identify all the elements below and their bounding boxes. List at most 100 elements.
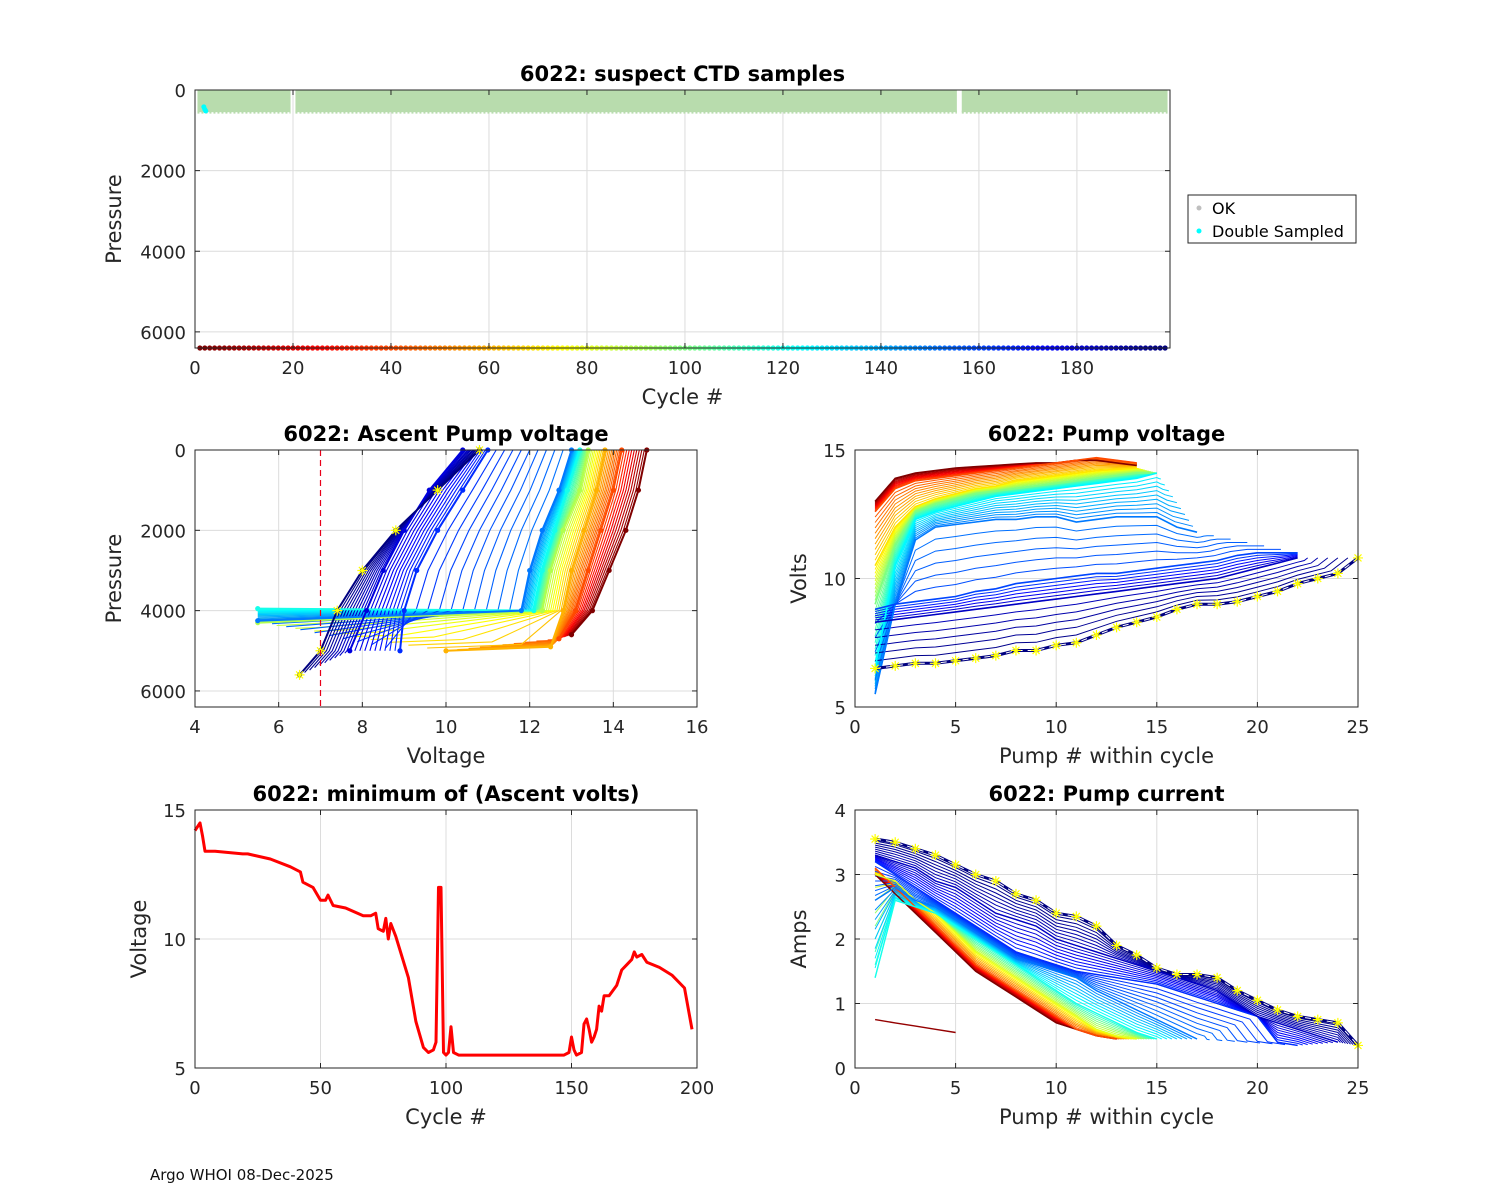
axes-frame: 0 20 40 60 80 100 120 140 160 180 0 2000 4000 6000 602… [102,62,1171,409]
x-tick-label: 0 [189,358,200,379]
pumpv-trace [874,467,1137,561]
ascent-point [594,487,600,493]
ascent-point [547,567,554,574]
ascent-point [598,527,604,533]
ascent-point [401,527,407,533]
legend-ok-label: OK [1212,199,1236,218]
pumpv-trace [874,507,1190,690]
pumpv-reference-marker [1232,596,1243,607]
pumpv-reference-marker [950,655,961,666]
y-tick-label: 2000 [140,521,186,542]
x-tick-label: 14 [602,717,625,738]
pumpc-trace [875,880,1248,1043]
plot-area [195,90,1170,348]
legend-box [1187,194,1357,244]
chart-title: 6022: Ascent Pump voltage [283,422,608,446]
pumpv-reference-marker [1091,630,1102,641]
pumpv-trace [874,490,1174,679]
chart-ascent: 4 6 8 10 12 14 16 0 2000 4000 6000 6022: Ascent Pum… [102,422,708,768]
pumpv-trace [874,494,1178,682]
legend-ok-marker [1196,205,1202,211]
plot-content [255,445,650,707]
x-tick-label: 10 [435,717,458,738]
pumpv-series-line [874,467,1137,566]
pumpc-reference-marker [970,869,981,880]
y-tick-label: 2 [835,930,846,951]
y-axis-label: Amps [787,909,811,968]
pumpc-trace [875,875,1260,1044]
pumpc-trace [874,848,1346,1044]
ascent-point [623,527,629,533]
pumpv-reference-marker [1312,573,1323,584]
pumpv-reference-marker [1051,640,1062,651]
plot-content [870,456,1363,695]
ascent-trace [408,449,603,646]
x-tick-label: 100 [429,1078,463,1099]
pumpc-trace [874,846,1349,1045]
x-tick-label: 20 [282,358,305,379]
chart-title: 6022: minimum of (Ascent volts) [252,782,639,806]
y-axis-label: Pressure [102,534,126,624]
ascent-point [414,567,420,574]
ascent-point [589,608,596,614]
pumpv-trace [874,511,1194,692]
pumpv-trace [874,463,1137,539]
ascent-point [518,608,524,614]
ascent-point [397,648,403,654]
y-tick-label: 0 [835,1059,846,1080]
x-tick-label: 16 [686,717,709,738]
chart-title: 6022: Pump voltage [988,422,1226,446]
y-tick-label: 4 [835,801,846,822]
ascent-point [539,608,545,614]
ascent-trace [351,449,598,638]
pumpc-reference-marker [930,850,941,861]
y-tick-label: 15 [163,801,186,822]
x-tick-label: 5 [950,717,961,738]
x-axis-label: Cycle # [642,385,724,409]
pumpc-series-line [874,873,1137,1040]
x-tick-label: 25 [1347,717,1370,738]
ascent-series-line [558,449,623,640]
ascent-trace [567,449,640,637]
pumpc-trace [874,852,1341,1043]
ascent-trace [561,449,628,639]
ascent-point [363,608,370,614]
pumpv-trace [875,557,1309,631]
ascent-point [380,567,386,574]
pumpv-trace [874,464,1137,545]
y-tick-label: 4000 [140,602,186,623]
pumpv-series-line [874,472,1157,605]
pumpv-reference-marker [1131,617,1142,628]
ascent-reference-marker [332,605,343,616]
pumpc-trace [874,898,1163,1040]
ascent-trace [568,449,643,636]
pumpc-reference-marker [1071,911,1082,922]
plot-content [193,821,694,1057]
pumpv-trace [874,462,1137,534]
pumpc-trace [874,885,1210,1041]
ascent-point [435,527,441,533]
chart-minvolts: 0 50 100 150 200 5 10 15 6022: minimum of (Ascen… [127,782,714,1129]
pumpv-trace [874,466,1137,556]
ascent-point [539,567,545,574]
pumpc-reference-marker [910,843,921,854]
ascent-trace [563,449,633,638]
pumpv-reference-marker [870,663,881,674]
ascent-reference-marker [294,669,305,680]
ascent-point [568,567,575,574]
y-tick-label: 0 [175,81,186,102]
pumpv-reference-marker [1171,604,1182,615]
ascent-trace [569,449,645,636]
chart-pumpc: 0 5 10 15 20 25 0 1 2 3 4 6022: Pump current Pump # … [787,782,1369,1129]
axes-frame: 0 50 100 150 200 5 10 15 6022: minimum of (Ascen… [127,782,714,1129]
x-axis-label: Voltage [407,744,486,768]
y-tick-label: 0 [175,441,186,462]
pumpc-trace [875,882,1235,1042]
pumpc-reference-marker [1151,963,1162,974]
ascent-point [426,487,432,493]
axes-frame: 4 6 8 10 12 14 16 0 2000 4000 6000 6022: Ascent Pum… [102,422,708,768]
pumpc-reference-marker [1212,972,1223,983]
x-tick-label: 0 [189,1078,200,1099]
x-tick-label: 20 [1246,717,1269,738]
